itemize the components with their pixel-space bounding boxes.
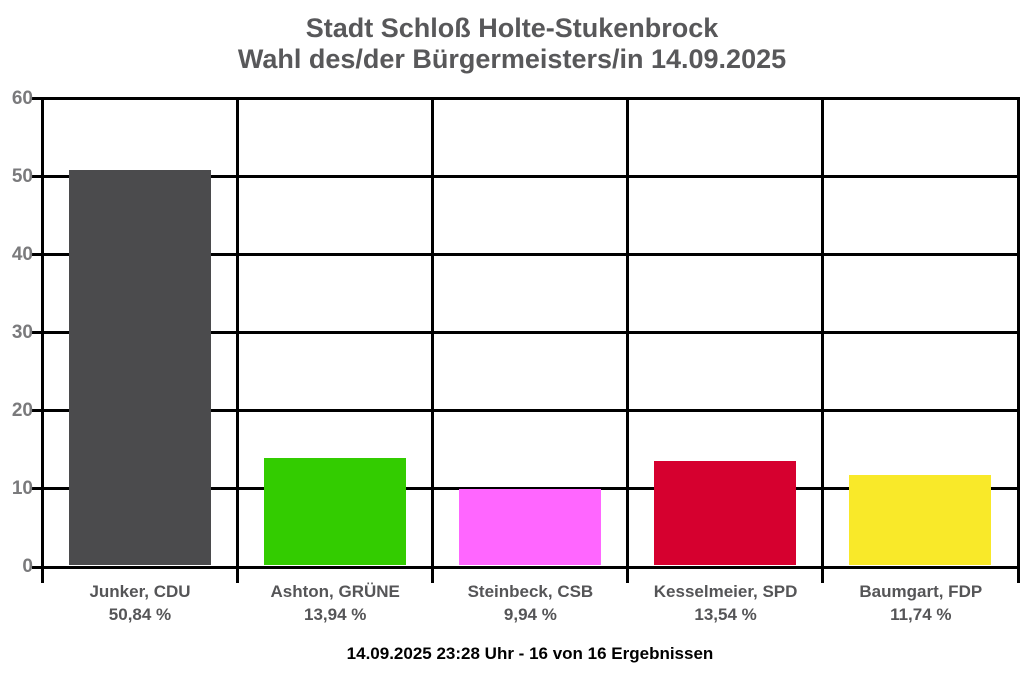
chart-title: Stadt Schloß Holte-Stukenbrock Wahl des/…: [0, 13, 1024, 75]
category-label: Baumgart, FDP: [859, 582, 983, 601]
bar-segment: [654, 461, 797, 566]
y-tick-label: 50: [11, 165, 33, 187]
x-axis-tick: [1016, 568, 1020, 583]
x-axis-tick: [430, 568, 434, 583]
v-gridline: [626, 97, 630, 569]
bar-segment: [68, 170, 211, 566]
bar-segment: [459, 489, 601, 566]
chart-title-line1: Stadt Schloß Holte-Stukenbrock: [305, 13, 719, 43]
chart-title-line2: Wahl des/der Bürgermeisters/in 14.09.202…: [237, 44, 787, 74]
category-label: Kesselmeier, SPD: [653, 582, 798, 601]
h-gridline: [40, 487, 1020, 491]
h-gridline: [40, 97, 1020, 100]
h-gridline: [40, 409, 1020, 413]
y-axis-tick: [32, 175, 41, 179]
y-axis-tick: [32, 97, 41, 100]
v-gridline: [235, 97, 239, 569]
y-axis-tick: [32, 565, 41, 569]
h-gridline: [40, 253, 1020, 257]
y-axis-tick: [32, 331, 41, 335]
y-tick-label: 10: [11, 477, 33, 499]
category-percent-label: 50,84 %: [108, 605, 172, 624]
bar-segment: [849, 475, 992, 566]
x-axis-tick: [626, 568, 630, 583]
y-tick-label: 40: [11, 243, 33, 265]
category-percent-label: 11,74 %: [890, 605, 952, 624]
y-axis-line: [40, 97, 44, 569]
category-percent-label: 13,94 %: [303, 605, 367, 624]
y-axis-tick: [32, 253, 41, 257]
v-gridline: [1016, 97, 1020, 569]
y-axis-tick: [32, 409, 41, 413]
y-axis-tick: [32, 487, 41, 491]
h-gridline: [40, 175, 1020, 179]
y-tick-label: 0: [22, 556, 33, 577]
y-tick-label: 60: [11, 87, 33, 109]
x-axis-tick: [821, 568, 825, 583]
category-label: Junker, CDU: [89, 582, 191, 601]
v-gridline: [430, 97, 434, 569]
category-label: Ashton, GRÜNE: [270, 582, 400, 601]
y-tick-label: 20: [11, 399, 33, 421]
x-axis-tick: [40, 568, 44, 583]
category-percent-label: 9,94 %: [503, 605, 557, 624]
bar-segment: [263, 458, 406, 566]
v-gridline: [821, 97, 825, 569]
category-label: Steinbeck, CSB: [467, 582, 594, 601]
y-tick-label: 30: [11, 321, 33, 343]
category-percent-label: 13,54 %: [694, 605, 757, 624]
h-gridline: [40, 331, 1020, 335]
chart-footnote: 14.09.2025 23:28 Uhr - 16 von 16 Ergebni…: [346, 644, 714, 663]
x-axis-tick: [235, 568, 239, 583]
h-gridline: [40, 565, 1020, 569]
